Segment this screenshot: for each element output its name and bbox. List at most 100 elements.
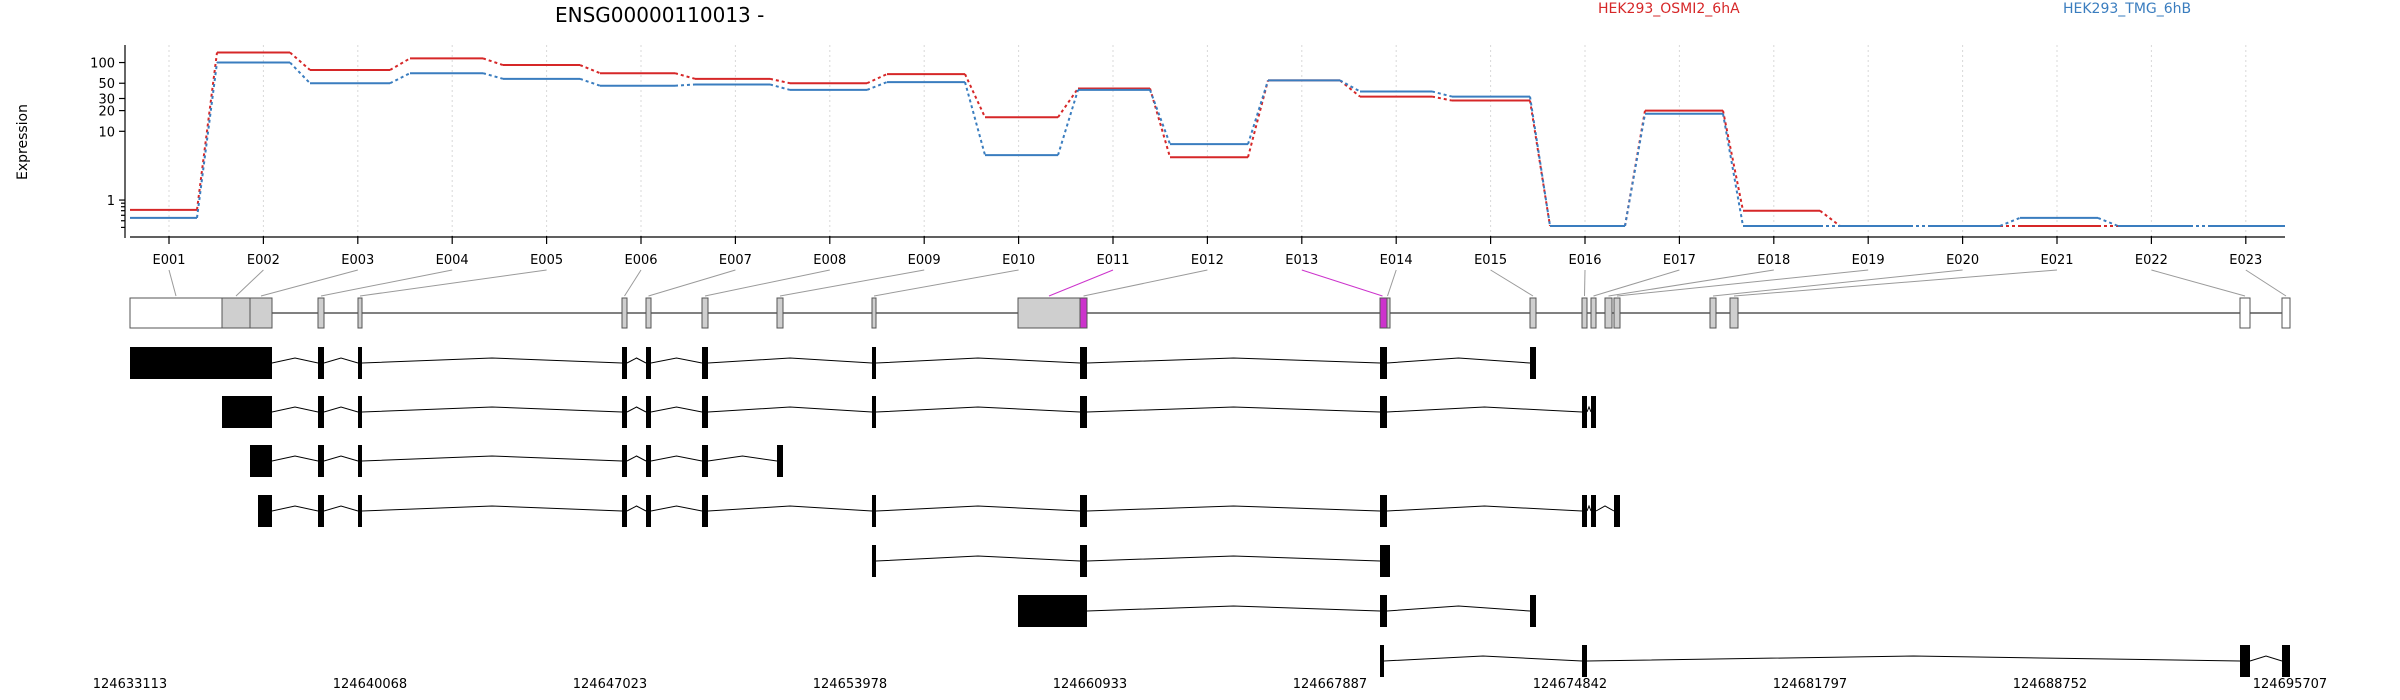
bin-connector xyxy=(1608,269,1774,297)
intron xyxy=(361,406,623,413)
series-connector xyxy=(769,77,791,85)
intron xyxy=(1586,504,1592,512)
transcript-exon xyxy=(1380,495,1387,527)
series-connector xyxy=(389,57,411,71)
exon-box xyxy=(645,297,652,329)
intron xyxy=(1386,505,1583,512)
exon-bin-label: E018 xyxy=(1757,253,1790,268)
chart-title: ENSG00000110013 - xyxy=(555,3,764,27)
bin-connector xyxy=(1712,269,1963,297)
exon-box xyxy=(249,297,273,329)
transcript-exon xyxy=(318,495,324,527)
transcript-7 xyxy=(1380,645,2290,677)
exon-box xyxy=(2281,297,2291,329)
series-connector xyxy=(1722,113,1744,227)
transcript-4 xyxy=(258,495,1620,527)
transcript-exon xyxy=(1080,396,1087,428)
exon-bin-label: E003 xyxy=(341,253,374,268)
intron xyxy=(271,455,319,462)
genomic-coordinate-label: 124681797 xyxy=(1773,677,1847,692)
exon-box xyxy=(1729,297,1739,329)
genomic-coordinate-label: 124688752 xyxy=(2013,677,2087,692)
exon-bin-label: E006 xyxy=(624,253,657,268)
exon-bin-label: E012 xyxy=(1191,253,1224,268)
transcript-6 xyxy=(1018,595,1536,627)
intron xyxy=(271,505,319,512)
exon-bin-label: E019 xyxy=(1852,253,1885,268)
exon-box xyxy=(871,297,877,329)
transcript-exon xyxy=(258,495,272,527)
exon-bin-label: E022 xyxy=(2135,253,2168,268)
transcript-exon xyxy=(1380,347,1387,379)
bin-connector xyxy=(624,269,642,297)
intron xyxy=(650,455,703,462)
series-connector xyxy=(674,83,696,87)
genomic-coordinate-label: 124653978 xyxy=(813,677,887,692)
intron xyxy=(361,455,623,462)
bin-connector xyxy=(2245,269,2287,297)
exon-box xyxy=(357,297,363,329)
bin-connector xyxy=(1584,269,1586,297)
series-connector xyxy=(1149,88,1171,158)
intron xyxy=(707,505,873,512)
exon-box xyxy=(2239,297,2251,329)
intron xyxy=(361,505,623,512)
exon-box xyxy=(221,297,251,329)
series-line-2 xyxy=(130,61,2285,227)
bin-connector xyxy=(1733,269,2058,297)
transcript-exon xyxy=(872,396,876,428)
transcript-exon xyxy=(1080,495,1087,527)
transcript-exon xyxy=(872,545,876,577)
genomic-coordinate-label: 124667887 xyxy=(1293,677,1367,692)
series-connector xyxy=(289,61,311,84)
intron xyxy=(707,406,873,413)
bin-connector xyxy=(1083,269,1208,297)
transcript-exon xyxy=(1530,347,1536,379)
transcript-exon xyxy=(872,495,876,527)
transcript-exon xyxy=(1591,495,1596,527)
bin-connector xyxy=(648,269,736,297)
series-connector xyxy=(866,81,888,91)
intron xyxy=(1086,505,1381,512)
series-connector xyxy=(2097,216,2119,227)
transcript-exon xyxy=(1582,645,1587,677)
series-connector xyxy=(579,64,601,75)
intron xyxy=(271,406,319,413)
transcript-3 xyxy=(250,445,783,477)
transcript-exon xyxy=(358,445,362,477)
series-connector xyxy=(1999,216,2021,227)
exon-bin-label: E014 xyxy=(1380,253,1413,268)
exon-bin-label: E013 xyxy=(1285,253,1318,268)
transcript-exon xyxy=(702,347,708,379)
transcript-exon xyxy=(130,347,272,379)
series-connector xyxy=(1247,80,1269,145)
transcript-exon xyxy=(358,495,362,527)
genomic-coordinate-label: 124674842 xyxy=(1533,677,1607,692)
transcript-exon xyxy=(318,347,324,379)
bin-connector xyxy=(1490,269,1534,297)
intron xyxy=(1586,405,1592,413)
transcript-exon xyxy=(358,396,362,428)
transcript-exon xyxy=(1582,396,1587,428)
series-connector xyxy=(1431,95,1453,102)
intron xyxy=(875,357,1081,364)
transcript-exon xyxy=(1018,595,1087,627)
series-connector xyxy=(482,57,504,66)
intron xyxy=(323,505,359,512)
intron xyxy=(707,357,873,364)
series-connector xyxy=(866,73,888,85)
y-tick-label: 1 xyxy=(107,194,115,209)
exon-box xyxy=(1613,297,1621,329)
bin-connector xyxy=(1593,269,1680,297)
transcript-exon xyxy=(1582,495,1587,527)
transcript-exon xyxy=(1614,495,1620,527)
transcript-exon xyxy=(646,445,651,477)
highlight-exon xyxy=(1379,297,1388,329)
intron xyxy=(323,357,359,364)
intron xyxy=(1595,505,1615,512)
intron xyxy=(1586,655,2241,662)
transcript-exon xyxy=(872,347,876,379)
exon-bin-label: E016 xyxy=(1568,253,1601,268)
exon-bin-label: E010 xyxy=(1002,253,1035,268)
exon-bin-label: E011 xyxy=(1096,253,1129,268)
